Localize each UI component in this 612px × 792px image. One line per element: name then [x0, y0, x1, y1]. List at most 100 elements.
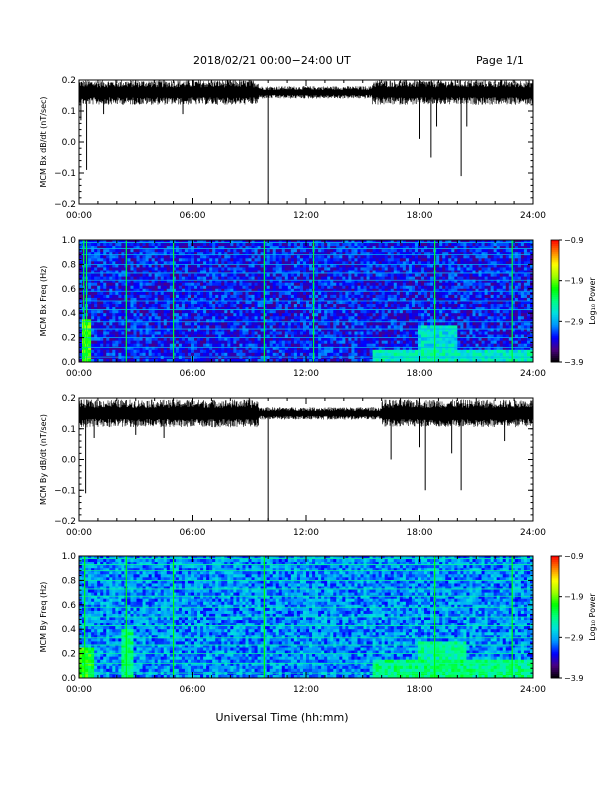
spectrogram-cell: [154, 255, 159, 259]
spectrogram-cell: [511, 322, 516, 326]
spectrogram-cell: [430, 282, 434, 287]
spectrogram-cell: [212, 294, 216, 299]
spectrogram-cell: [336, 310, 340, 314]
spectrogram-cell: [502, 328, 507, 332]
spectrogram-cell: [342, 301, 346, 305]
spectrogram-cell: [436, 255, 440, 259]
spectrogram-cell: [287, 328, 292, 332]
spectrogram-cell: [272, 255, 277, 259]
spectrogram-cell: [299, 273, 304, 277]
spectrogram-cell: [194, 322, 198, 326]
spectrogram-cell: [91, 261, 95, 265]
spectrogram-cell: [375, 304, 380, 308]
spectrogram-cell: [454, 288, 458, 293]
spectrogram-cell: [348, 264, 352, 268]
spectrogram-cell: [130, 328, 134, 332]
spectrogram-cell: [363, 273, 367, 277]
spectrogram-cell: [369, 294, 373, 299]
spectrogram-cell: [496, 297, 501, 302]
spectrogram-cell: [157, 261, 162, 265]
spectrogram-cell: [94, 276, 98, 281]
spectrogram-cell: [387, 322, 392, 326]
spectrogram-cell: [496, 301, 501, 305]
spectrogram-cell: [218, 325, 222, 329]
spectrogram-cell: [457, 325, 461, 329]
spectrogram-cell: [463, 249, 467, 253]
spectrogram-cell: [327, 252, 331, 256]
spectrogram-cell: [302, 331, 307, 335]
spectrogram-cell: [299, 328, 304, 332]
spectrogram-cell: [130, 282, 134, 287]
spectrogram-cell: [139, 258, 143, 262]
spectrogram-cell: [251, 261, 255, 265]
spectrogram-cell: [109, 313, 113, 317]
spectrogram-cell: [263, 337, 268, 342]
spectrogram-cell: [212, 255, 216, 259]
spectrogram-cell: [345, 282, 349, 287]
spectrogram-cell: [209, 240, 213, 244]
spectrogram-cell: [427, 307, 431, 311]
spectrogram-cell: [287, 294, 292, 299]
spectrogram-cell: [339, 310, 343, 314]
spectrogram-cell: [272, 258, 277, 262]
spectrogram-cell: [499, 249, 504, 253]
spectrogram-cell: [487, 249, 492, 253]
spectrogram-cell: [166, 304, 171, 308]
spectrogram-cell: [121, 288, 125, 293]
spectrogram-cell: [245, 325, 249, 329]
spectrogram-cell: [417, 334, 422, 338]
spectrogram-cell: [369, 313, 373, 317]
spectrogram-cell: [445, 288, 449, 293]
spectrogram-cell: [136, 246, 140, 250]
spectrogram-cell: [106, 301, 110, 305]
spectrogram-cell: [154, 261, 159, 265]
spectrogram-cell: [414, 301, 419, 305]
spectrogram-cell: [451, 255, 455, 259]
spectrogram-cell: [445, 316, 449, 320]
spectrogram-cell: [175, 240, 180, 244]
spectrogram-cell: [402, 258, 407, 262]
spectrogram-cell: [242, 282, 246, 287]
spectrogram-cell: [324, 297, 328, 302]
spectrogram-cell: [463, 243, 467, 247]
spectrogram-cell: [278, 316, 283, 320]
spectrogram-cell: [281, 258, 286, 262]
spectrogram-cell: [178, 304, 183, 308]
spectrogram-cell: [169, 258, 174, 262]
spectrogram-cell: [230, 279, 234, 284]
spectrogram-cell: [194, 288, 198, 293]
spectrogram-cell: [100, 291, 104, 296]
spectrogram-cell: [505, 288, 510, 293]
spectrogram-cell: [387, 261, 392, 265]
spectrogram-cell: [200, 270, 204, 274]
spectrogram-cell: [454, 255, 458, 259]
spectrogram-cell: [281, 331, 286, 335]
spectrogram-cell: [360, 313, 364, 317]
spectrogram-cell: [408, 258, 413, 262]
spectrogram-cell: [284, 331, 289, 335]
spectrogram-cell: [451, 243, 455, 247]
spectrogram-cell: [508, 331, 513, 335]
spectrogram-cell: [160, 267, 165, 271]
spectrogram-cell: [139, 319, 143, 323]
spectrogram-cell: [157, 285, 162, 290]
spectrogram-cell: [315, 288, 319, 293]
spectrogram-cell: [393, 264, 398, 268]
spectrogram-cell: [293, 310, 298, 314]
spectrogram-cell: [354, 243, 358, 247]
spectrogram-cell: [487, 276, 492, 281]
spectrogram-cell: [269, 246, 274, 250]
spectrogram-cell: [502, 301, 507, 305]
spectrogram-cell: [218, 276, 222, 281]
spectrogram-cell: [427, 334, 431, 338]
spectrogram-cell: [106, 282, 110, 287]
spectrogram-cell: [115, 264, 119, 268]
spectrogram-cell: [463, 301, 467, 305]
spectrogram-cell: [436, 240, 440, 244]
spectrogram-cell: [517, 304, 522, 308]
spectrogram-cell: [136, 331, 140, 335]
spectrogram-cell: [215, 276, 219, 281]
spectrogram-cell: [514, 304, 519, 308]
spectrogram-cell: [190, 301, 195, 305]
spectrogram-cell: [148, 337, 153, 342]
